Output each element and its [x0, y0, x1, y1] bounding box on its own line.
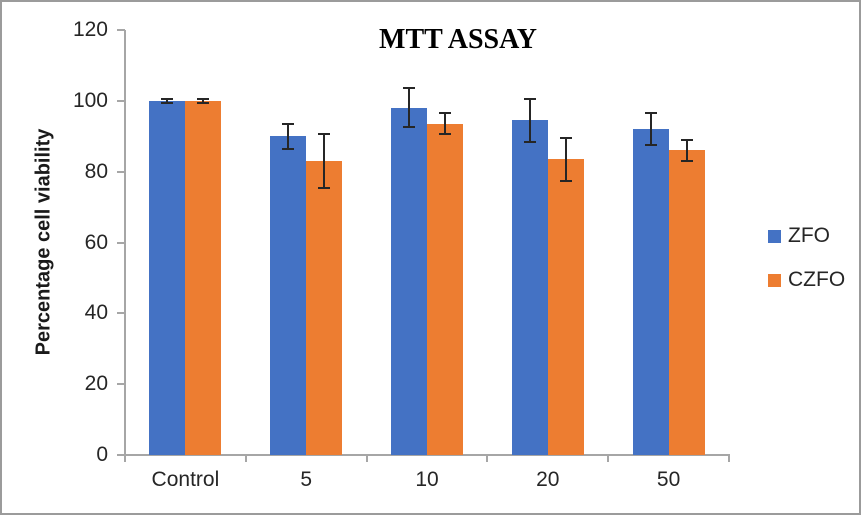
y-tick-label: 0: [96, 443, 108, 466]
bar-czfo-10: [427, 123, 463, 455]
error-bar-cap-bottom: [318, 186, 331, 189]
bar-czfo-5: [306, 161, 343, 455]
y-tick-label: 80: [84, 159, 108, 183]
error-bar-line: [528, 99, 531, 142]
error-bar-cap-top: [197, 97, 210, 100]
y-axis-tick: [117, 454, 125, 456]
error-bar-cap-bottom: [559, 179, 572, 182]
legend-label-zfo: ZFO: [788, 224, 830, 247]
x-axis-tick: [124, 455, 126, 462]
error-bar-line: [202, 98, 205, 103]
bar-zfo-control: [149, 100, 186, 455]
error-bar-cap-top: [523, 98, 536, 101]
y-tick-label: 40: [84, 301, 108, 325]
y-axis-tick: [117, 170, 125, 173]
error-bar-cap-top: [282, 122, 295, 125]
error-bar-cap-top: [644, 112, 657, 115]
x-axis-tick: [607, 455, 610, 462]
y-axis-tick: [117, 29, 125, 31]
error-bar-line: [287, 123, 290, 149]
y-tick-label: 120: [72, 18, 108, 41]
error-bar-cap-bottom: [282, 147, 295, 150]
x-axis-tick: [486, 455, 489, 462]
error-bar-cap-top: [439, 112, 451, 115]
x-category-label: 20: [536, 468, 560, 491]
error-bar-line: [685, 139, 688, 162]
bar-zfo-20: [511, 120, 548, 455]
error-bar-cap-bottom: [644, 144, 657, 147]
x-category-label: Control: [151, 468, 220, 491]
error-bar-line: [166, 98, 169, 103]
bar-zfo-50: [632, 129, 669, 455]
error-bar-cap-top: [318, 133, 331, 136]
error-bar-cap-bottom: [197, 101, 210, 104]
bar-zfo-5: [270, 136, 307, 455]
error-bar-line: [408, 88, 410, 128]
y-tick-label: 100: [72, 88, 108, 112]
error-bar-cap-top: [680, 138, 693, 141]
x-category-label: 50: [656, 468, 681, 491]
y-axis-tick: [117, 312, 125, 315]
bar-czfo-20: [547, 159, 584, 455]
legend-label-czfo: CZFO: [788, 268, 846, 291]
y-axis-tick: [117, 241, 125, 244]
legend-swatch-czfo: [768, 273, 781, 287]
legend-swatch-zfo: [768, 229, 781, 243]
x-axis-line: [124, 454, 730, 456]
error-bar-cap-bottom: [523, 140, 536, 143]
x-axis-tick: [365, 455, 368, 462]
error-bar-cap-bottom: [161, 101, 174, 104]
error-bar-line: [444, 113, 446, 135]
error-bar-line: [323, 134, 326, 188]
error-bar-cap-top: [161, 97, 174, 100]
x-category-label: 10: [415, 468, 439, 491]
x-axis-tick: [728, 455, 730, 462]
y-axis-tick: [117, 383, 125, 386]
error-bar-cap-bottom: [403, 126, 415, 129]
error-bar-line: [649, 113, 652, 146]
error-bar-cap-bottom: [680, 160, 693, 163]
bar-czfo-50: [668, 150, 705, 455]
error-bar-line: [564, 138, 567, 181]
bar-zfo-10: [391, 107, 427, 455]
chart-title: MTT ASSAY: [379, 24, 537, 55]
x-axis-tick: [244, 455, 247, 462]
error-bar-cap-bottom: [439, 133, 451, 136]
error-bar-cap-top: [403, 87, 415, 90]
y-tick-label: 60: [84, 230, 108, 254]
legend-item-czfo: CZFO: [768, 268, 845, 292]
y-tick-label: 20: [84, 372, 108, 396]
error-bar-cap-top: [559, 137, 572, 140]
bar-czfo-control: [185, 100, 222, 455]
y-axis-tick: [117, 99, 125, 102]
x-category-label: 5: [300, 468, 313, 491]
legend: ZFO CZFO: [768, 224, 845, 312]
y-axis-line: [124, 30, 126, 455]
legend-item-zfo: ZFO: [768, 224, 845, 248]
